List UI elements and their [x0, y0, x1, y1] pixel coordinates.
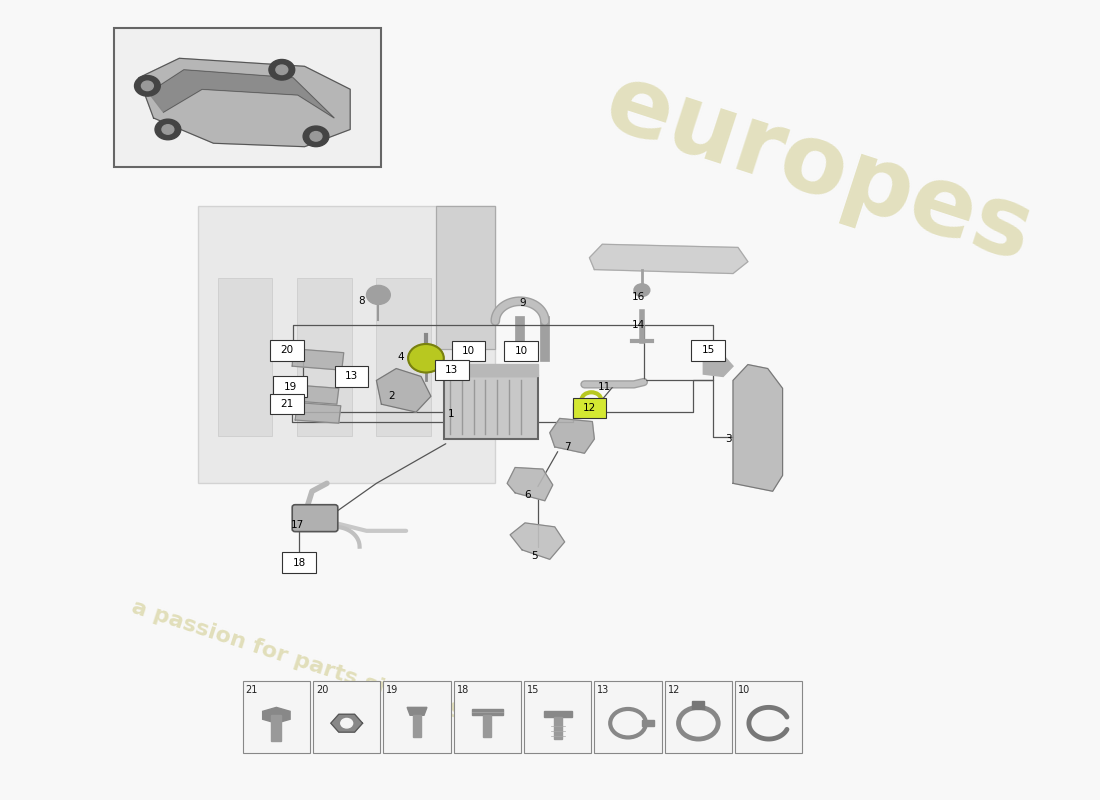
- Circle shape: [268, 59, 295, 80]
- Text: 17: 17: [290, 520, 304, 530]
- Polygon shape: [692, 701, 704, 709]
- FancyBboxPatch shape: [271, 394, 304, 414]
- Text: 1: 1: [448, 410, 454, 419]
- Text: 11: 11: [597, 382, 611, 392]
- Polygon shape: [263, 707, 290, 723]
- FancyBboxPatch shape: [692, 340, 725, 361]
- Text: 21: 21: [280, 399, 294, 409]
- Polygon shape: [550, 418, 594, 454]
- Bar: [664, 682, 732, 753]
- Polygon shape: [553, 717, 562, 739]
- Text: 10: 10: [462, 346, 475, 356]
- Circle shape: [341, 718, 353, 728]
- Polygon shape: [139, 58, 350, 146]
- Polygon shape: [436, 206, 495, 349]
- Text: 12: 12: [583, 403, 596, 413]
- Bar: [384, 682, 451, 753]
- FancyBboxPatch shape: [293, 505, 338, 532]
- Text: 19: 19: [284, 382, 297, 392]
- Text: 13: 13: [345, 371, 359, 382]
- Circle shape: [366, 286, 390, 305]
- Text: 12: 12: [668, 686, 680, 695]
- Circle shape: [304, 126, 329, 146]
- Polygon shape: [483, 715, 492, 738]
- Text: 20: 20: [280, 346, 294, 355]
- Text: 13: 13: [446, 365, 459, 375]
- Polygon shape: [703, 355, 733, 377]
- Text: 13: 13: [597, 686, 609, 695]
- Text: 4: 4: [398, 352, 405, 362]
- Bar: [594, 682, 662, 753]
- Circle shape: [310, 132, 322, 141]
- Bar: [524, 682, 592, 753]
- Text: 16: 16: [632, 291, 646, 302]
- FancyBboxPatch shape: [504, 341, 538, 362]
- FancyBboxPatch shape: [274, 377, 307, 397]
- FancyBboxPatch shape: [434, 360, 469, 381]
- Polygon shape: [272, 715, 282, 741]
- Polygon shape: [376, 369, 431, 412]
- Polygon shape: [543, 710, 572, 717]
- Text: 14: 14: [632, 320, 646, 330]
- Text: 15: 15: [702, 346, 715, 355]
- Polygon shape: [293, 349, 343, 370]
- Polygon shape: [295, 385, 339, 404]
- FancyBboxPatch shape: [573, 398, 606, 418]
- Circle shape: [162, 125, 174, 134]
- FancyBboxPatch shape: [376, 278, 431, 436]
- FancyBboxPatch shape: [218, 278, 273, 436]
- Text: 8: 8: [359, 296, 365, 306]
- FancyBboxPatch shape: [297, 278, 352, 436]
- FancyBboxPatch shape: [283, 552, 316, 573]
- Text: 21: 21: [245, 686, 258, 695]
- Polygon shape: [331, 714, 363, 732]
- FancyBboxPatch shape: [334, 366, 368, 386]
- Polygon shape: [507, 467, 552, 501]
- FancyBboxPatch shape: [198, 206, 495, 483]
- Polygon shape: [407, 707, 427, 715]
- Text: 2: 2: [388, 391, 395, 402]
- Text: 10: 10: [515, 346, 528, 356]
- Text: 5: 5: [531, 551, 538, 561]
- Text: europes: europes: [594, 56, 1045, 282]
- Polygon shape: [148, 70, 334, 118]
- Text: 19: 19: [386, 686, 398, 695]
- Text: 10: 10: [738, 686, 750, 695]
- Polygon shape: [414, 715, 421, 738]
- Circle shape: [408, 344, 443, 373]
- Bar: [453, 682, 521, 753]
- Text: 18: 18: [456, 686, 469, 695]
- Polygon shape: [733, 365, 782, 491]
- FancyBboxPatch shape: [271, 340, 304, 361]
- Bar: [114, 28, 382, 166]
- Polygon shape: [443, 364, 538, 376]
- Bar: [243, 682, 310, 753]
- Polygon shape: [510, 523, 564, 559]
- FancyBboxPatch shape: [452, 341, 485, 362]
- Circle shape: [134, 75, 161, 96]
- Bar: [314, 682, 381, 753]
- FancyBboxPatch shape: [443, 376, 538, 439]
- Circle shape: [276, 65, 288, 74]
- Text: 6: 6: [525, 490, 531, 500]
- Text: 15: 15: [527, 686, 539, 695]
- Text: 9: 9: [519, 298, 526, 308]
- Text: 18: 18: [293, 558, 306, 567]
- Text: 20: 20: [316, 686, 329, 695]
- Text: 3: 3: [725, 434, 732, 444]
- Circle shape: [634, 284, 650, 297]
- Circle shape: [142, 81, 153, 90]
- Circle shape: [155, 119, 180, 140]
- Polygon shape: [642, 720, 653, 726]
- Polygon shape: [472, 709, 503, 715]
- Bar: [735, 682, 802, 753]
- Polygon shape: [590, 244, 748, 274]
- Text: a passion for parts since 1985: a passion for parts since 1985: [129, 597, 495, 733]
- Polygon shape: [295, 402, 341, 423]
- Text: 7: 7: [564, 442, 571, 452]
